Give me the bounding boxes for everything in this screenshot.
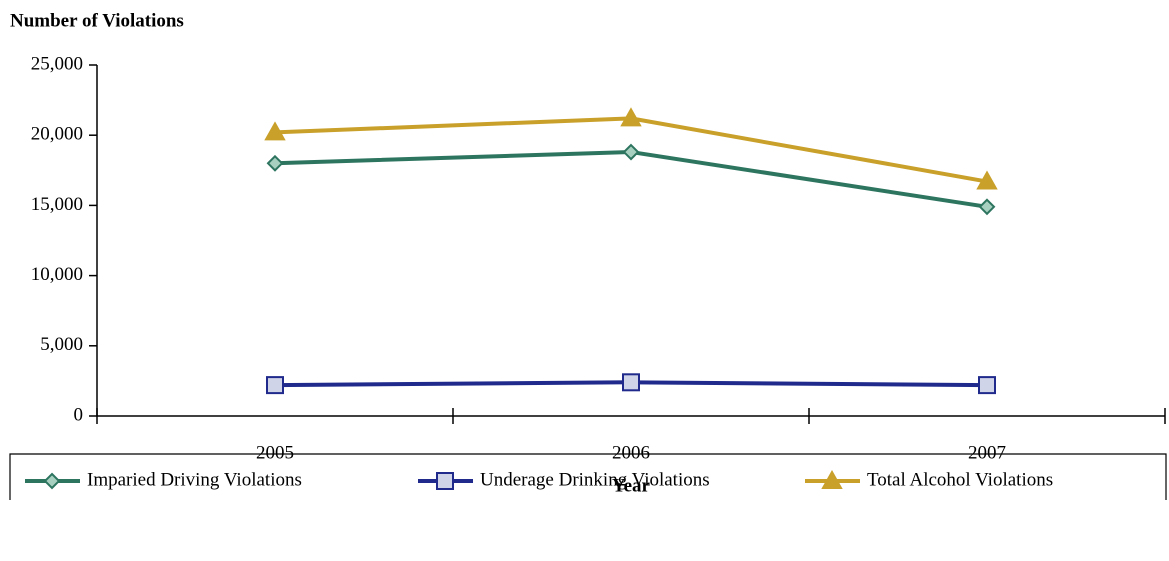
x-tick-label: 2007	[968, 442, 1006, 463]
point	[978, 198, 996, 216]
chart-title: Number of Violations	[10, 10, 184, 31]
y-tick-label: 15,000	[31, 194, 83, 215]
legend-marker	[821, 469, 843, 489]
legend-label: Imparied Driving Violations	[87, 469, 302, 490]
y-tick-label: 10,000	[31, 264, 83, 285]
legend-label: Total Alcohol Violations	[867, 469, 1053, 490]
legend-marker	[436, 472, 454, 490]
legend-label: Underage Drinking Violations	[480, 469, 710, 490]
x-tick-label: 2005	[256, 442, 294, 463]
y-tick-label: 5,000	[40, 334, 83, 355]
point	[978, 376, 996, 395]
point	[622, 373, 640, 392]
point	[976, 170, 998, 190]
legend-marker	[43, 472, 61, 490]
point	[266, 376, 284, 395]
y-tick-label: 0	[74, 404, 84, 425]
point	[622, 143, 640, 161]
x-tick-label: 2006	[612, 442, 650, 463]
x-axis-label: Year	[612, 475, 651, 496]
point	[266, 154, 284, 172]
y-tick-label: 25,000	[31, 53, 83, 74]
point	[264, 121, 286, 141]
point	[620, 107, 642, 127]
y-tick-label: 20,000	[31, 124, 83, 145]
legend-box	[9, 453, 1167, 500]
